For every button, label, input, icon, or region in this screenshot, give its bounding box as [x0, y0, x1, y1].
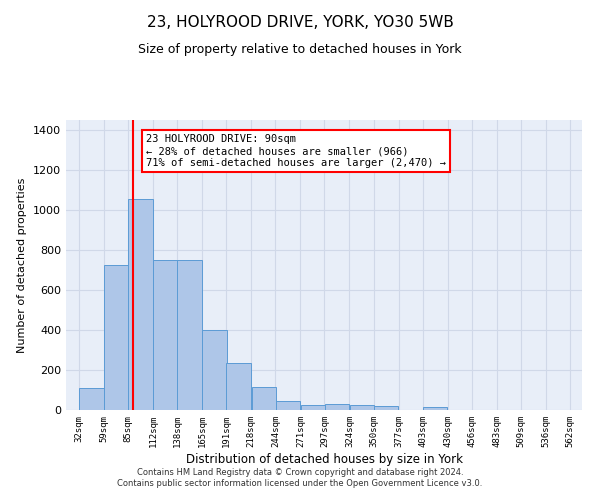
- Bar: [251, 387, 276, 410]
- Bar: [275, 401, 300, 410]
- Text: 23 HOLYROOD DRIVE: 90sqm
← 28% of detached houses are smaller (966)
71% of semi-: 23 HOLYROOD DRIVE: 90sqm ← 28% of detach…: [146, 134, 446, 168]
- Bar: [128, 199, 153, 410]
- Bar: [423, 407, 448, 410]
- Bar: [301, 405, 325, 410]
- Bar: [154, 260, 178, 410]
- Bar: [178, 260, 202, 410]
- Bar: [374, 406, 398, 410]
- Bar: [325, 404, 349, 410]
- Text: Size of property relative to detached houses in York: Size of property relative to detached ho…: [138, 42, 462, 56]
- Y-axis label: Number of detached properties: Number of detached properties: [17, 178, 28, 352]
- Bar: [202, 330, 227, 410]
- Text: Contains HM Land Registry data © Crown copyright and database right 2024.
Contai: Contains HM Land Registry data © Crown c…: [118, 468, 482, 487]
- Bar: [350, 405, 374, 410]
- Bar: [79, 388, 104, 410]
- Bar: [104, 265, 129, 410]
- X-axis label: Distribution of detached houses by size in York: Distribution of detached houses by size …: [185, 452, 463, 466]
- Text: 23, HOLYROOD DRIVE, YORK, YO30 5WB: 23, HOLYROOD DRIVE, YORK, YO30 5WB: [146, 15, 454, 30]
- Bar: [226, 363, 251, 410]
